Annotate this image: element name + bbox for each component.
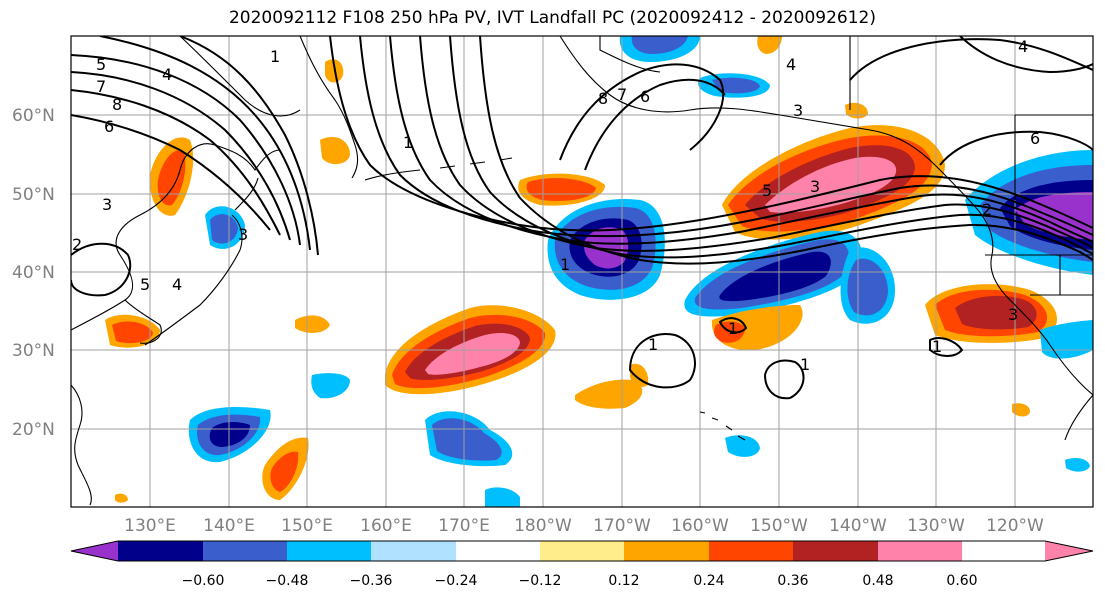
coastlines [71,36,1093,506]
colorbar-extend-low [71,541,118,561]
contour-label: 1 [932,337,942,356]
contour-label: 2 [72,235,82,254]
lon-label: 130°E [124,516,176,536]
contour-label: 5 [140,275,150,294]
contour-label: 8 [598,89,608,108]
colorbar-segment [118,541,203,561]
lat-label: 50°N [12,185,55,205]
contour-label: 4 [1018,37,1028,56]
contour-label: 7 [617,85,627,104]
colorbar-segment [287,541,371,561]
lon-label: 120°W [986,516,1044,536]
contour-label: 1 [403,133,413,152]
lat-label: 20°N [12,420,55,440]
contour-label: 6 [640,87,650,106]
latitude-labels: 60°N 50°N 40°N 30°N 20°N [12,106,55,440]
contour-label: 1 [800,355,810,374]
contour-label: 1 [728,319,738,338]
lon-label: 130°W [907,516,965,536]
colorbar-tick-label: 0.24 [693,573,724,589]
lon-label: 180°W [514,516,572,536]
contour-label: 4 [162,65,172,84]
contour-label: 3 [102,195,112,214]
contour-label: 3 [793,101,803,120]
lon-label: 150°E [281,516,333,536]
colorbar-tick-label: −0.48 [266,573,309,589]
colorbar-outline [70,540,1094,562]
contour-label: 8 [112,95,122,114]
contour-labels: 5 4 7 8 6 1 3 4 5 2 3 1 8 7 6 4 3 4 5 3 … [72,37,1040,374]
pv-contours [71,36,1093,400]
colorbar-extend-high [1045,541,1093,561]
contour-label: 3 [238,225,248,244]
contour-label: 5 [96,55,106,74]
colorbar-tick-label: −0.24 [435,573,478,589]
colorbar-tick-label: 0.12 [608,573,639,589]
lon-label: 170°E [438,516,490,536]
contour-label: 4 [172,275,182,294]
contour-label: 1 [270,47,280,66]
colorbar-segment [203,541,287,561]
contour-label: 6 [1030,129,1040,148]
colorbar-tick-label: −0.12 [519,573,562,589]
lat-label: 30°N [12,341,55,361]
lat-label: 40°N [12,263,55,283]
contour-label: 7 [96,77,106,96]
contour-label: 2 [982,200,992,219]
lon-label: 140°W [829,516,887,536]
lon-label: 160°E [360,516,412,536]
lat-label: 60°N [12,106,55,126]
map-title: 2020092112 F108 250 hPa PV, IVT Landfall… [228,8,876,28]
colorbar: −0.60 −0.48 −0.36 −0.24 −0.12 0.12 0.24 … [70,540,1094,589]
lon-label: 170°W [593,516,651,536]
contour-label: 4 [786,55,796,74]
colorbar-segment [793,541,878,561]
colorbar-segment [878,541,962,561]
contour-label: 1 [648,335,658,354]
colorbar-tick-label: −0.36 [350,573,393,589]
contour-label: 5 [762,181,772,200]
lon-label: 150°W [750,516,808,536]
contour-label: 1 [560,255,570,274]
longitude-labels: 130°E 140°E 150°E 160°E 170°E 180°W 170°… [124,516,1044,536]
colorbar-tick-label: −0.60 [182,573,225,589]
contour-label: 3 [1008,305,1018,324]
lon-label: 160°W [671,516,729,536]
contour-label: 3 [810,177,820,196]
colorbar-segment [624,541,709,561]
lon-label: 140°E [203,516,255,536]
colorbar-tick-label: 0.48 [862,573,893,589]
graticule [71,36,1093,507]
colorbar-segment [709,541,793,561]
colorbar-tick-label: 0.36 [777,573,808,589]
contour-label: 6 [104,117,114,136]
colorbar-segment [540,541,624,561]
colorbar-segment [371,541,456,561]
map-frame [70,35,1094,508]
colorbar-segment [456,541,540,561]
colorbar-tick-label: 0.60 [946,573,977,589]
